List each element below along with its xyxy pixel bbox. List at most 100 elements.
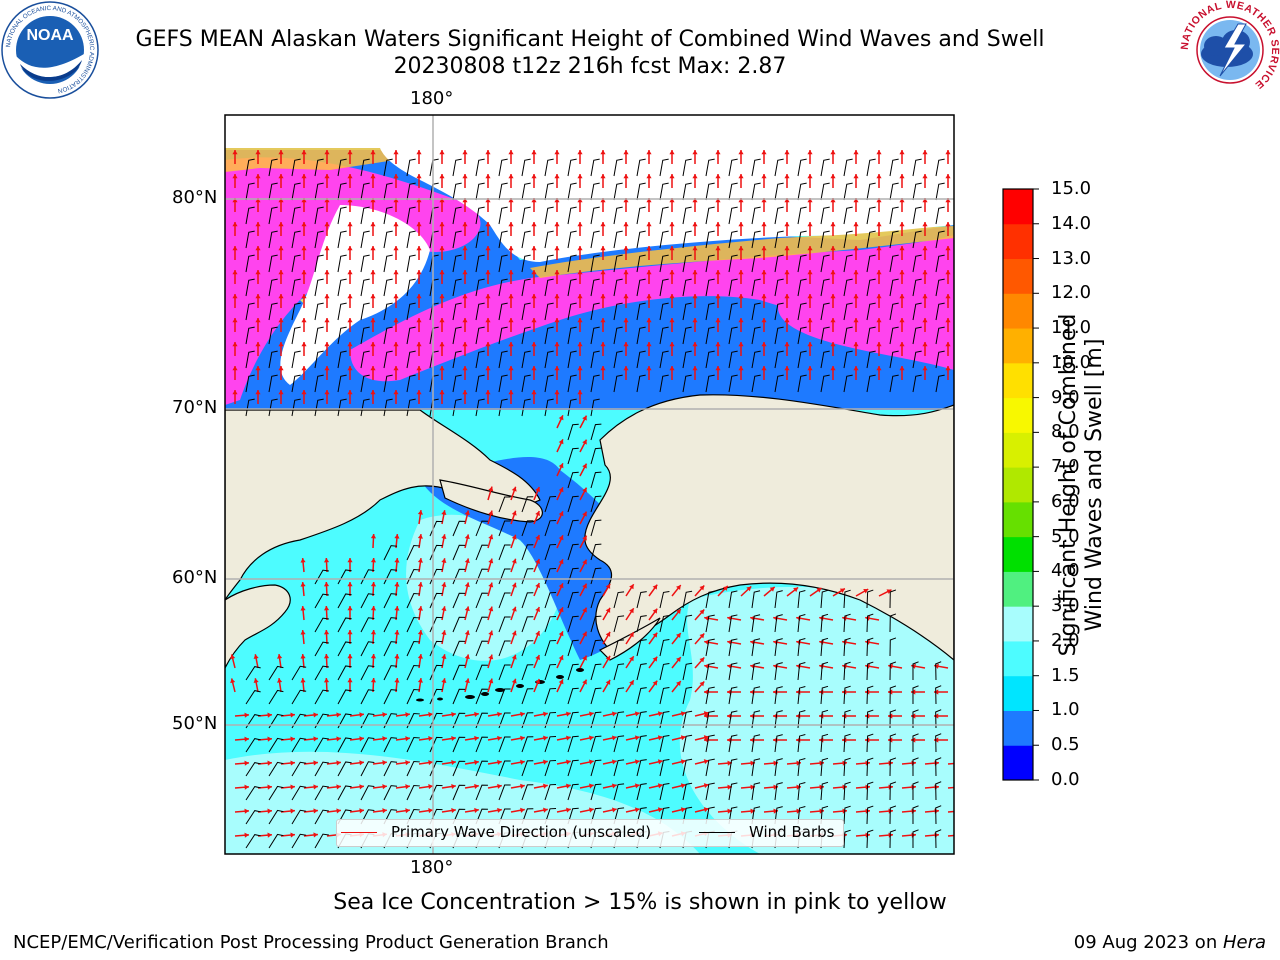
wave-arrow-head	[605, 679, 611, 685]
wave-arrow-head	[382, 808, 387, 814]
wave-arrow-head	[692, 366, 698, 371]
wave-arrow-head	[313, 760, 318, 766]
wave-arrow-head	[508, 342, 514, 347]
wind-barb	[406, 182, 416, 201]
wave-arrow-head	[416, 246, 422, 251]
wave-arrow-head	[485, 366, 491, 371]
wind-barb	[659, 350, 669, 369]
wave-arrow-head	[428, 784, 433, 790]
wave-arrow-head	[232, 342, 238, 347]
wind-barb-label: Wind Barbs	[749, 823, 835, 841]
wave-arrow-head	[558, 463, 564, 469]
wave-arrow-head	[738, 246, 744, 251]
wind-barb	[521, 712, 534, 729]
wave-arrow-head	[605, 655, 611, 661]
wave-arrow-head	[582, 535, 587, 541]
wave-arrow-head	[232, 246, 238, 251]
wave-arrow-head	[692, 198, 698, 203]
wave-arrow-head	[393, 150, 399, 155]
wind-barb	[843, 206, 853, 225]
wave-arrow-head	[773, 760, 778, 766]
wind-barb	[498, 158, 508, 177]
wave-arrow-head	[543, 759, 548, 765]
wave-arrow-head	[462, 150, 468, 155]
wave-arrow-head	[703, 783, 709, 789]
wave-arrow-head	[669, 222, 675, 227]
wind-barb	[498, 230, 508, 249]
wind-barb	[521, 302, 531, 321]
wave-arrow-head	[462, 270, 468, 275]
wind-barb	[613, 182, 623, 201]
wave-arrow-head	[462, 318, 468, 323]
wind-barb	[406, 158, 416, 177]
wind-barb	[866, 805, 874, 825]
wave-arrow-head	[577, 294, 583, 299]
wave-arrow-head	[531, 150, 537, 155]
wind-barb	[889, 829, 897, 849]
wind-barb	[337, 326, 347, 345]
wave-arrow-head	[488, 678, 494, 684]
wave-arrow-head	[558, 607, 564, 613]
wave-arrow-head	[497, 783, 502, 789]
wind-barb	[337, 278, 347, 297]
wave-arrow-head	[290, 736, 295, 742]
wave-arrow-head	[301, 222, 307, 227]
wave-arrow-head	[531, 174, 537, 179]
wind-barb	[797, 254, 807, 273]
wave-arrow-head	[566, 759, 571, 765]
wave-arrow-head	[703, 711, 709, 717]
wind-barb	[314, 302, 324, 321]
wind-barb	[889, 254, 899, 273]
wave-arrow-head	[508, 198, 514, 203]
wind-barb	[383, 761, 398, 777]
wind-barb	[337, 158, 347, 177]
wave-arrow-head	[623, 198, 629, 203]
wave-arrow-head	[511, 678, 517, 684]
wind-barb	[291, 737, 307, 753]
wave-arrow-head	[255, 198, 261, 203]
wind-barb	[245, 158, 255, 177]
wave-arrow-head	[646, 294, 652, 299]
wave-arrow-head	[535, 511, 541, 516]
wind-barb	[475, 760, 488, 777]
wind-barb	[866, 589, 874, 609]
sea-ice-orange-fringe	[225, 148, 954, 278]
wave-arrow-head	[324, 270, 330, 275]
wave-arrow-head	[784, 246, 790, 251]
wave-arrow-head	[441, 678, 447, 683]
wave-arrow-head	[738, 366, 744, 371]
wave-arrow-head	[646, 366, 652, 371]
wind-barb	[613, 711, 625, 729]
wind-barb	[705, 182, 715, 201]
wind-barb	[452, 326, 462, 345]
wind-barb	[866, 661, 874, 681]
wind-barb	[866, 182, 876, 201]
wind-barb	[314, 278, 324, 297]
wave-arrow-head	[669, 342, 675, 347]
wind-barb	[889, 206, 899, 225]
wave-arrow-head	[488, 486, 494, 492]
wind-barb	[820, 781, 829, 801]
colorbar-tick-label: 0.5	[1051, 734, 1080, 756]
wind-barb	[245, 398, 255, 417]
wave-arrow-head	[488, 558, 494, 564]
wind-barb	[889, 661, 897, 681]
wave-arrow-head	[347, 630, 353, 635]
wave-arrow-head	[830, 318, 836, 323]
wind-barb	[843, 637, 851, 657]
wind-barb	[659, 230, 669, 249]
wind-barb	[636, 278, 646, 297]
wave-arrow-head	[290, 760, 295, 766]
wave-arrow-head	[646, 222, 652, 227]
wave-arrow-head	[807, 246, 813, 251]
wind-barb	[843, 254, 853, 273]
wind-barb	[452, 350, 462, 369]
wind-barb	[337, 374, 347, 393]
wave-arrow-head	[441, 630, 447, 635]
wave-arrow-head	[232, 150, 238, 155]
wave-arrow-head	[313, 808, 318, 814]
wave-arrow-head	[715, 222, 721, 227]
wind-barb	[682, 350, 692, 369]
wind-barb	[820, 589, 829, 609]
